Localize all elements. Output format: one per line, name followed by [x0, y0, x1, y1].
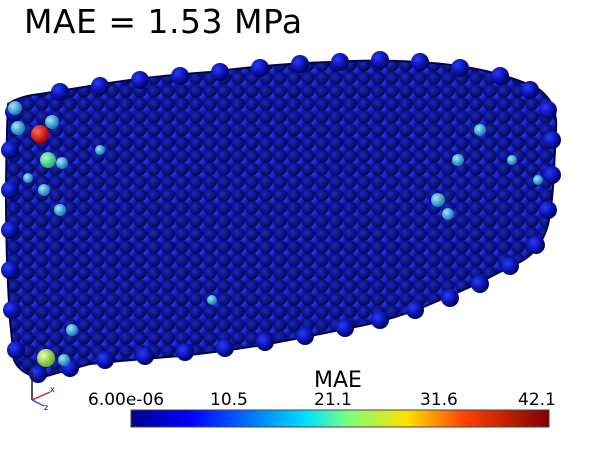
axis-x-label: x — [50, 385, 55, 394]
axis-y-label: y — [26, 365, 31, 374]
colorbar-tick-2: 21.1 — [314, 390, 352, 410]
orientation-axes-icon: y x z — [26, 365, 55, 410]
colorbar-tick-max: 42.1 — [518, 390, 556, 410]
page-title: MAE = 1.53 MPa — [24, 2, 303, 41]
colorbar-title: MAE — [314, 368, 362, 393]
colorbar-gradient — [130, 409, 550, 428]
colorbar-tick-min: 6.00e-06 — [88, 390, 165, 410]
colorbar-tick-1: 10.5 — [210, 390, 248, 410]
max-error-particle — [31, 125, 49, 143]
hotspot-particles — [8, 101, 543, 367]
edge-particles — [1, 51, 561, 383]
colorbar-tick-3: 31.6 — [420, 390, 458, 410]
specimen-body — [4, 59, 558, 380]
axis-z-label: z — [44, 403, 48, 410]
